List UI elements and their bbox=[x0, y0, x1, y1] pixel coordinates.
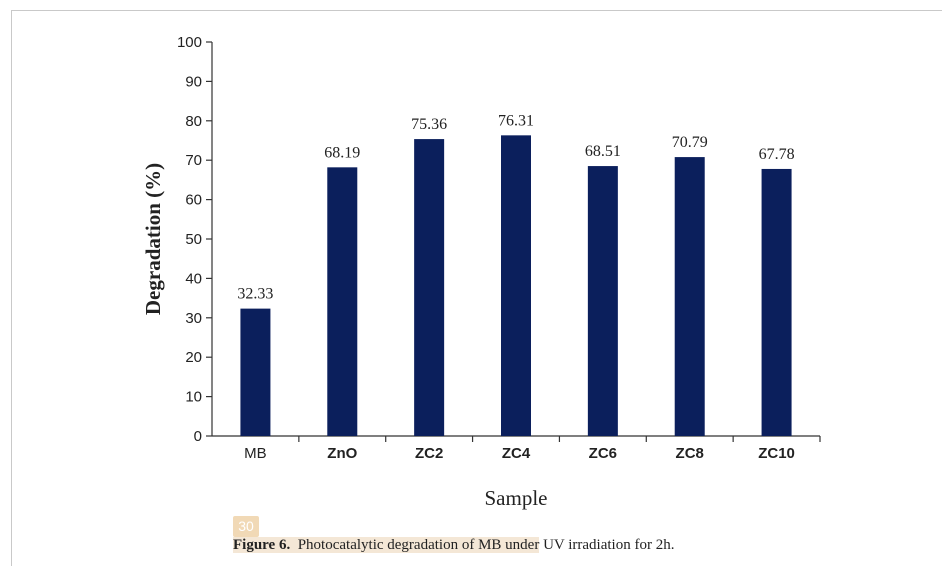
bar bbox=[587, 166, 618, 436]
x-tick-label: ZC8 bbox=[676, 445, 704, 462]
bar bbox=[240, 308, 271, 436]
bar bbox=[674, 157, 705, 436]
y-tick-label: 0 bbox=[194, 428, 202, 445]
y-tick-label: 40 bbox=[185, 270, 202, 287]
y-tick-label: 50 bbox=[185, 231, 202, 248]
data-label: 68.51 bbox=[585, 143, 621, 160]
y-tick-label: 20 bbox=[185, 349, 202, 366]
bar bbox=[414, 139, 445, 436]
y-tick-label: 70 bbox=[185, 152, 202, 169]
data-label: 67.78 bbox=[759, 146, 795, 163]
x-axis-title: Sample bbox=[485, 486, 548, 510]
data-label: 32.33 bbox=[237, 286, 273, 303]
caption-label: Figure 6. bbox=[233, 537, 291, 553]
x-tick-label: ZC2 bbox=[415, 445, 443, 462]
y-tick-label: 60 bbox=[185, 192, 202, 209]
y-tick-label: 100 bbox=[177, 34, 202, 51]
x-tick-label: ZnO bbox=[327, 445, 357, 462]
caption-highlight: Figure 6. Photocatalytic degradation of … bbox=[233, 537, 540, 553]
x-tick-label: ZC6 bbox=[589, 445, 617, 462]
bar bbox=[761, 168, 792, 437]
figure-caption: Figure 6. Photocatalytic degradation of … bbox=[233, 537, 674, 554]
bar bbox=[501, 135, 531, 436]
x-tick-label: ZC10 bbox=[758, 445, 795, 462]
data-label: 70.79 bbox=[672, 134, 708, 151]
bar bbox=[327, 167, 358, 436]
data-label: 75.36 bbox=[411, 116, 447, 133]
y-tick-label: 80 bbox=[185, 113, 202, 130]
caption-rest-text: UV irradiation for 2h. bbox=[543, 537, 675, 553]
data-label: 68.19 bbox=[324, 144, 360, 161]
caption-highlighted-text: Photocatalytic degradation of MB under bbox=[297, 537, 540, 553]
data-label: 76.31 bbox=[498, 112, 534, 129]
y-tick-label: 30 bbox=[185, 310, 202, 327]
y-axis-title: Degradation (%) bbox=[141, 163, 165, 315]
y-tick-label: 90 bbox=[185, 73, 202, 90]
x-tick-label: ZC4 bbox=[502, 445, 531, 462]
x-tick-label: MB bbox=[244, 445, 267, 462]
y-tick-label: 10 bbox=[185, 389, 202, 406]
page-number-badge: 30 bbox=[233, 516, 259, 537]
